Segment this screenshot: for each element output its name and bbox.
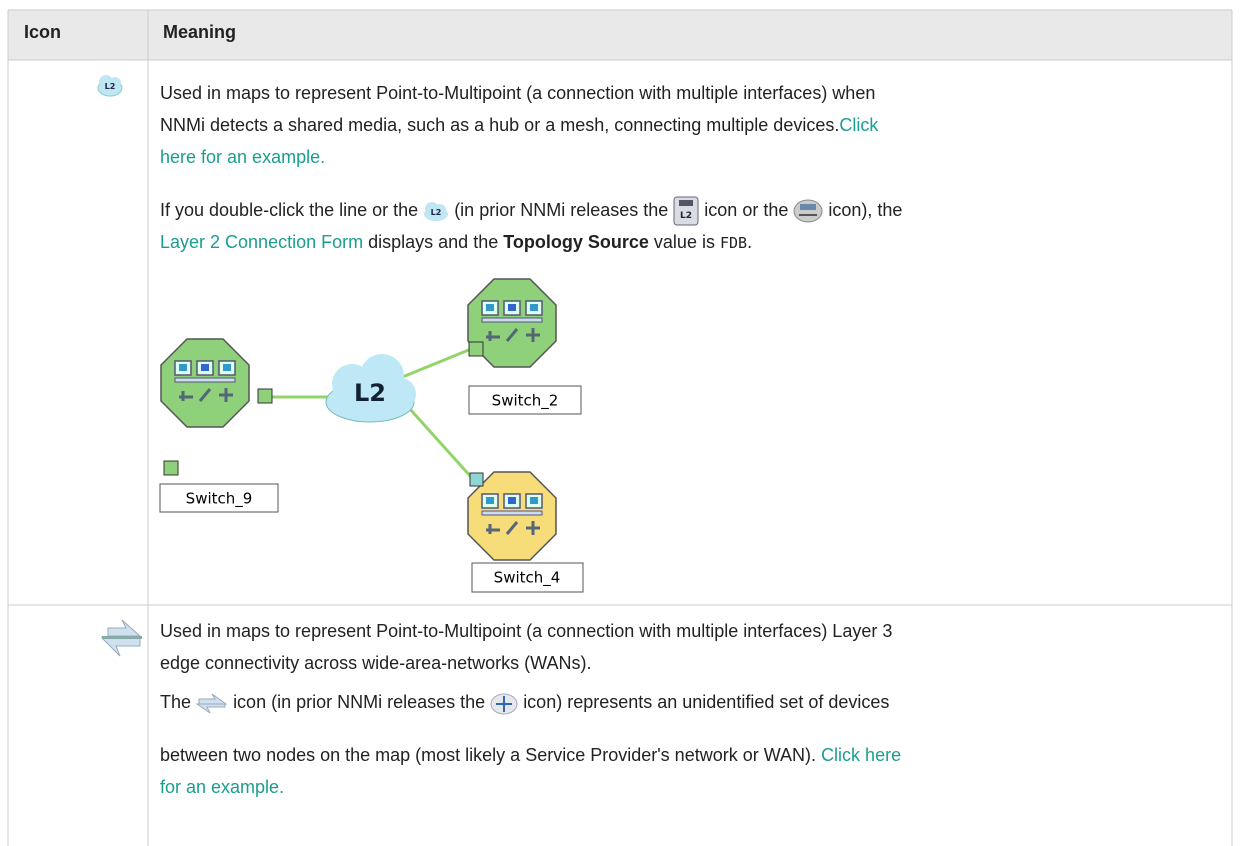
text: (in prior NNMi releases the: [454, 199, 669, 220]
text-line: If you double-click the line or the L2 (…: [160, 196, 902, 226]
text: displays and the: [368, 232, 499, 252]
code: FDB: [719, 234, 748, 252]
text-line: for an example.: [160, 774, 284, 800]
text-line: between two nodes on the map (most likel…: [160, 742, 901, 768]
header-cell: Meaning: [163, 22, 237, 42]
inline-cloud-icon: L2: [424, 202, 449, 221]
text-line: Layer 2 Connection Form displays and the…: [160, 229, 752, 256]
text: NNMi detects a shared media, such as a h…: [160, 115, 840, 135]
inline-hub-icon: [793, 199, 823, 223]
node-label: Switch_4: [494, 569, 561, 588]
diagram: L2 Switch_9 Switch_2 Switch_4: [159, 278, 584, 593]
text: icon or the: [704, 199, 789, 220]
node-label: Switch_2: [492, 392, 559, 411]
link[interactable]: for an example.: [160, 777, 285, 797]
inline-cloud-router-icon: [490, 693, 518, 715]
text: icon (in prior NNMi releases the: [233, 692, 486, 712]
text: If you double-click the line or the: [160, 199, 419, 220]
link[interactable]: Click here: [821, 745, 902, 765]
text: between two nodes on the map (most likel…: [160, 745, 817, 765]
l2-cloud-icon: L2: [97, 75, 123, 97]
text: Used in maps to represent Point-to-Multi…: [160, 83, 876, 103]
inline-l2-box-icon: L2: [673, 196, 699, 226]
text-line: NNMi detects a shared media, such as a h…: [160, 112, 878, 138]
text-line: The icon (in prior NNMi releases the ico…: [160, 689, 889, 715]
link[interactable]: Layer 2 Connection Form: [160, 232, 364, 252]
cloud-label: L2: [354, 379, 386, 407]
text-line: edge connectivity across wide-area-netwo…: [160, 650, 591, 676]
text: icon), the: [828, 199, 903, 220]
text: value is: [653, 232, 715, 252]
header-cell: Icon: [24, 22, 62, 42]
text: edge connectivity across wide-area-netwo…: [160, 653, 592, 673]
link[interactable]: here for an example.: [160, 147, 326, 167]
inline-wan-icon: [196, 693, 228, 714]
header-row: [8, 10, 1232, 60]
text: .: [747, 232, 753, 252]
text-line: Used in maps to represent Point-to-Multi…: [160, 618, 892, 644]
text-line: here for an example.: [160, 144, 325, 170]
icon-label: L2: [680, 211, 692, 221]
icon-label: L2: [105, 82, 116, 91]
node-label: Switch_9: [186, 490, 253, 509]
text: icon) represents an unidentified set of …: [523, 692, 890, 712]
text: Used in maps to represent Point-to-Multi…: [160, 621, 893, 641]
link[interactable]: Click: [839, 115, 879, 135]
icon-label: L2: [431, 208, 442, 217]
wan-icon: [100, 619, 142, 657]
bold-text: Topology Source: [503, 232, 649, 252]
text: The: [160, 692, 192, 712]
text-line: Used in maps to represent Point-to-Multi…: [160, 80, 875, 106]
